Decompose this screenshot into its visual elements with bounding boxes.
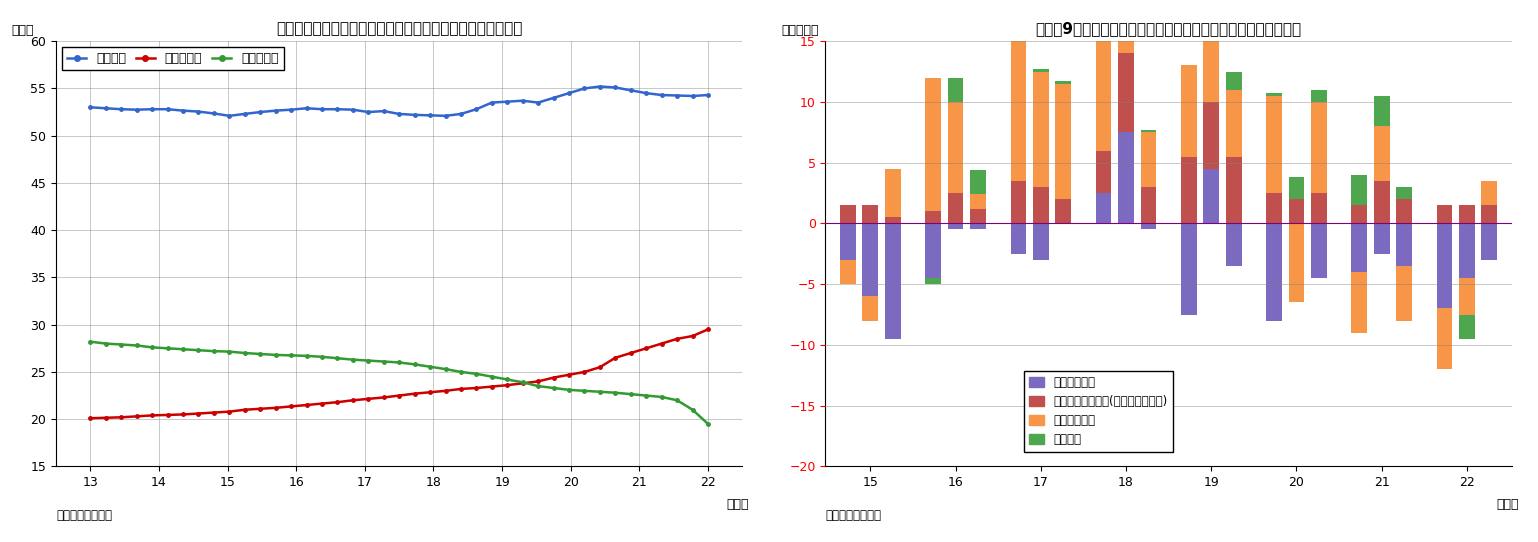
Bar [1055, 81, 1070, 83]
Bar [1436, 205, 1452, 223]
Bar [1310, 90, 1327, 102]
Bar [1010, 35, 1026, 181]
Bar [1010, 223, 1026, 254]
Bar [1203, 11, 1220, 102]
Bar [1460, 205, 1475, 223]
Bar [1397, 199, 1412, 223]
Bar [1397, 187, 1412, 199]
Bar [1460, 223, 1475, 278]
Bar [1373, 126, 1389, 181]
Bar [1095, 193, 1112, 223]
Bar [1226, 72, 1241, 90]
Text: （％）: （％） [11, 24, 34, 37]
Text: （年）: （年） [726, 498, 749, 511]
Text: （資料）日本銀行: （資料）日本銀行 [55, 509, 112, 522]
Bar [1266, 96, 1281, 193]
Bar [1141, 187, 1157, 223]
Bar [1203, 169, 1220, 223]
Bar [1226, 90, 1241, 157]
Legend: 国債・財投債, 投資信託受益証券(確定拠出年金内), 対外証券投資, 外貨預金: 国債・財投債, 投資信託受益証券(確定拠出年金内), 対外証券投資, 外貨預金 [1024, 371, 1173, 452]
Bar [947, 223, 963, 229]
Bar [1397, 223, 1412, 266]
Legend: 現預金計, 流動性預金, 定期性預金: 現預金計, 流動性預金, 定期性預金 [63, 47, 283, 70]
Bar [1181, 66, 1197, 157]
Bar [1118, 0, 1134, 53]
Bar [1266, 193, 1281, 223]
Bar [1118, 132, 1134, 223]
Bar [1141, 130, 1157, 132]
Bar [1181, 223, 1197, 314]
Bar [970, 194, 986, 209]
Bar [1310, 223, 1327, 278]
Text: （資料）日本銀行: （資料）日本銀行 [826, 509, 881, 522]
Bar [863, 205, 878, 223]
Bar [1034, 72, 1049, 187]
Bar [970, 209, 986, 223]
Bar [1460, 278, 1475, 314]
Bar [1095, 11, 1112, 29]
Bar [1436, 223, 1452, 308]
Bar [863, 296, 878, 321]
Bar [884, 223, 901, 339]
Title: （図表9）外貨預金・投信（確定拠出年金内）・国債等のフロー: （図表9）外貨預金・投信（確定拠出年金内）・国債等のフロー [1035, 21, 1301, 36]
Bar [840, 260, 855, 284]
Bar [1034, 187, 1049, 223]
Bar [1310, 102, 1327, 193]
Bar [1289, 177, 1304, 199]
Bar [926, 78, 941, 211]
Bar [884, 169, 901, 217]
Bar [1310, 193, 1327, 223]
Bar [840, 223, 855, 260]
Bar [1397, 266, 1412, 321]
Bar [1226, 223, 1241, 266]
Bar [1095, 29, 1112, 151]
Bar [1118, 53, 1134, 132]
Bar [1436, 308, 1452, 369]
Bar [1289, 223, 1304, 302]
Bar [947, 102, 963, 193]
Bar [1373, 223, 1389, 254]
Title: （図表８）流動性・定期性預金の個人金融資産に占める割合: （図表８）流動性・定期性預金の個人金融資産に占める割合 [275, 21, 523, 36]
Bar [1034, 69, 1049, 72]
Bar [1203, 102, 1220, 169]
Text: （千億円）: （千億円） [781, 24, 818, 37]
Bar [1352, 223, 1367, 272]
Bar [1373, 96, 1389, 126]
Bar [1481, 181, 1496, 205]
Bar [1481, 205, 1496, 223]
Bar [926, 278, 941, 284]
Bar [840, 205, 855, 223]
Bar [1352, 175, 1367, 205]
Bar [863, 223, 878, 296]
Bar [926, 211, 941, 223]
Bar [1373, 181, 1389, 223]
Bar [1095, 151, 1112, 193]
Bar [1289, 199, 1304, 223]
Text: （年）: （年） [1496, 498, 1518, 511]
Bar [1226, 157, 1241, 223]
Bar [1181, 157, 1197, 223]
Bar [947, 78, 963, 102]
Bar [1352, 205, 1367, 223]
Bar [926, 223, 941, 278]
Bar [1055, 199, 1070, 223]
Bar [1034, 223, 1049, 260]
Bar [1141, 223, 1157, 229]
Bar [884, 217, 901, 223]
Bar [1460, 314, 1475, 339]
Bar [1010, 181, 1026, 223]
Bar [970, 223, 986, 229]
Bar [1352, 272, 1367, 333]
Bar [1266, 93, 1281, 96]
Bar [1141, 132, 1157, 187]
Bar [1481, 223, 1496, 260]
Bar [970, 170, 986, 194]
Bar [947, 193, 963, 223]
Bar [1266, 223, 1281, 321]
Bar [1055, 83, 1070, 199]
